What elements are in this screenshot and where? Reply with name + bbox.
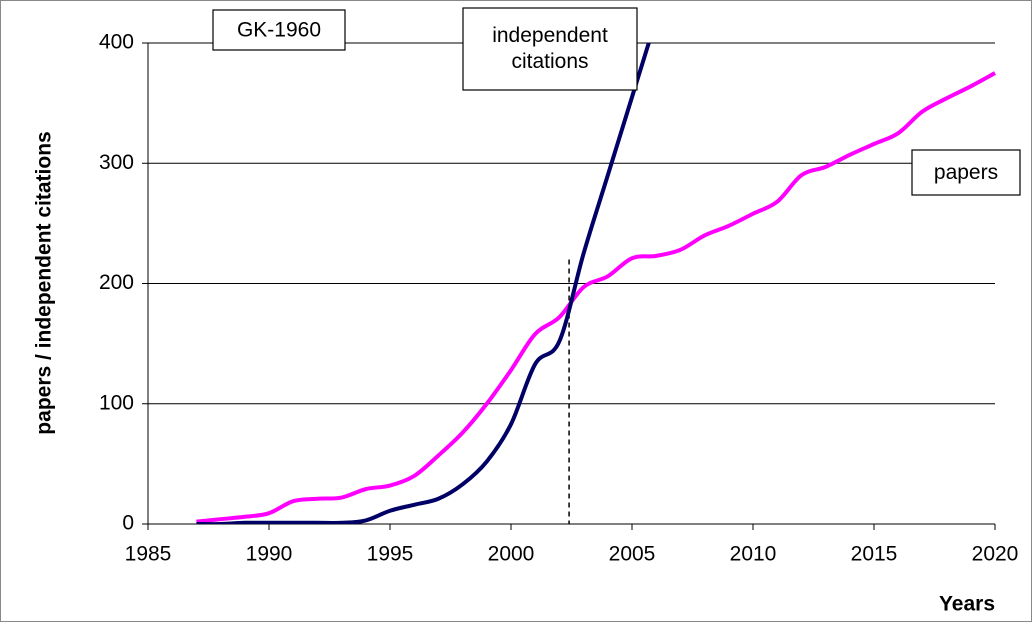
y-tick-label: 300 — [99, 151, 134, 174]
x-tick-label: 2005 — [609, 543, 656, 566]
annotation: GK-1960 — [237, 19, 321, 42]
x-tick-label: 1995 — [367, 543, 414, 566]
x-tick-label: 2015 — [851, 543, 898, 566]
y-tick-label: 100 — [99, 391, 134, 414]
legend-label-box — [911, 149, 1021, 196]
x-tick-label: 1990 — [246, 543, 293, 566]
y-tick-label: 0 — [122, 512, 134, 535]
legend-label-box — [462, 7, 638, 91]
series-group — [196, 43, 651, 524]
x-tick-label: 2020 — [972, 543, 1019, 566]
series-group — [196, 71, 996, 524]
y-tick-label: 400 — [99, 31, 134, 54]
annotation-box — [212, 9, 346, 51]
legend-label: independent citations — [492, 24, 608, 73]
x-tick-label: 2000 — [488, 543, 535, 566]
x-tick-label: 1985 — [125, 543, 172, 566]
x-tick-label: 2010 — [730, 543, 777, 566]
line — [196, 43, 651, 524]
legend-label: papers — [934, 161, 998, 184]
x-axis-label: Years — [939, 593, 995, 616]
line — [196, 71, 996, 524]
legend-label-line: citations — [511, 50, 588, 73]
y-tick-label: 200 — [99, 271, 134, 294]
legend-label-line: independent — [492, 24, 608, 47]
y-axis-label: papers / independent citations — [33, 131, 56, 434]
